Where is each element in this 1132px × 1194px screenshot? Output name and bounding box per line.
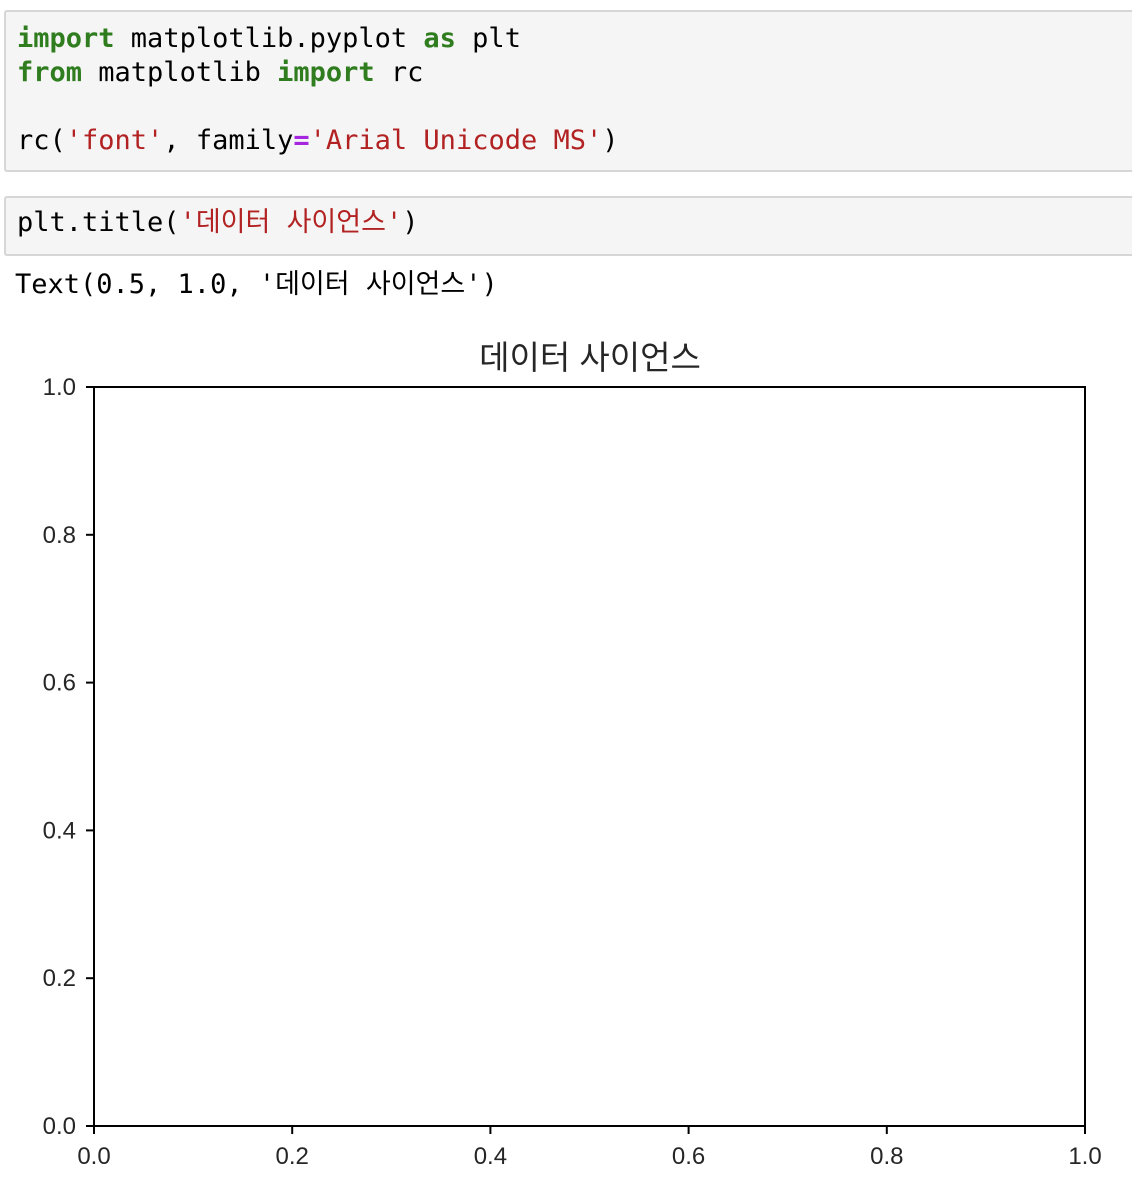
code-token: matplotlib <box>82 57 278 88</box>
code-token: ) <box>602 125 619 156</box>
code-cell-2[interactable]: plt.title('데이터 사이언스') <box>4 196 1132 256</box>
code-token: rc( <box>17 125 66 156</box>
x-tick-label: 0.0 <box>77 1143 110 1170</box>
code-cell-2-source[interactable]: plt.title('데이터 사이언스') <box>17 206 1132 240</box>
y-tick-label: 0.4 <box>43 817 76 844</box>
code-string: '데이터 사이언스' <box>179 207 403 238</box>
code-string: 'font' <box>65 125 164 156</box>
x-tick-label: 0.4 <box>474 1143 507 1170</box>
y-tick-label: 0.6 <box>43 670 76 697</box>
code-token: , family <box>163 125 294 156</box>
code-cell-1[interactable]: import matplotlib.pyplot as plt from matp… <box>4 10 1132 172</box>
y-tick-label: 1.0 <box>43 374 76 401</box>
code-operator: = <box>293 125 310 156</box>
code-keyword: import <box>277 57 375 88</box>
x-tick-label: 0.2 <box>276 1143 309 1170</box>
code-string: 'Arial Unicode MS' <box>309 125 603 156</box>
code-line: import matplotlib.pyplot as plt <box>17 22 1132 56</box>
code-keyword: import <box>17 23 115 54</box>
code-line: plt.title('데이터 사이언스') <box>17 206 1132 240</box>
y-tick-label: 0.8 <box>43 522 76 549</box>
cell-output-text: Text(0.5, 1.0, '데이터 사이언스') <box>15 269 498 300</box>
code-line: rc('font', family='Arial Unicode MS') <box>17 124 1132 158</box>
code-token: rc <box>374 57 424 88</box>
code-keyword: from <box>17 57 83 88</box>
y-axis: 0.0 0.2 0.4 0.6 0.8 1.0 <box>43 374 94 1140</box>
x-tick-label: 1.0 <box>1068 1143 1101 1170</box>
axes-frame <box>93 386 1086 1127</box>
code-token: ) <box>402 207 419 238</box>
plot-canvas: 데이터 사이언스 0.0 0.2 0.4 0.6 0.8 1.0 0.0 0.2 0.4 0.6… <box>43 339 1102 1170</box>
code-line: from matplotlib import rc <box>17 56 1132 90</box>
code-token: matplotlib.pyplot <box>114 23 424 54</box>
y-tick-label: 0.0 <box>43 1113 76 1140</box>
chart-title: 데이터 사이언스 <box>479 339 701 376</box>
code-cell-1-source[interactable]: import matplotlib.pyplot as plt from matp… <box>17 22 1132 158</box>
plot-output: 데이터 사이언스 0.0 0.2 0.4 0.6 0.8 1.0 0.0 0.2 0.4 0.6… <box>0 320 1132 1190</box>
code-line <box>17 90 1132 124</box>
x-axis: 0.0 0.2 0.4 0.6 0.8 1.0 <box>77 1126 1102 1170</box>
y-tick-label: 0.2 <box>43 965 76 992</box>
x-tick-label: 0.6 <box>672 1143 705 1170</box>
x-tick-label: 0.8 <box>870 1143 903 1170</box>
code-keyword: as <box>423 23 456 54</box>
code-token: plt <box>455 23 521 54</box>
code-token: plt.title( <box>17 207 180 238</box>
